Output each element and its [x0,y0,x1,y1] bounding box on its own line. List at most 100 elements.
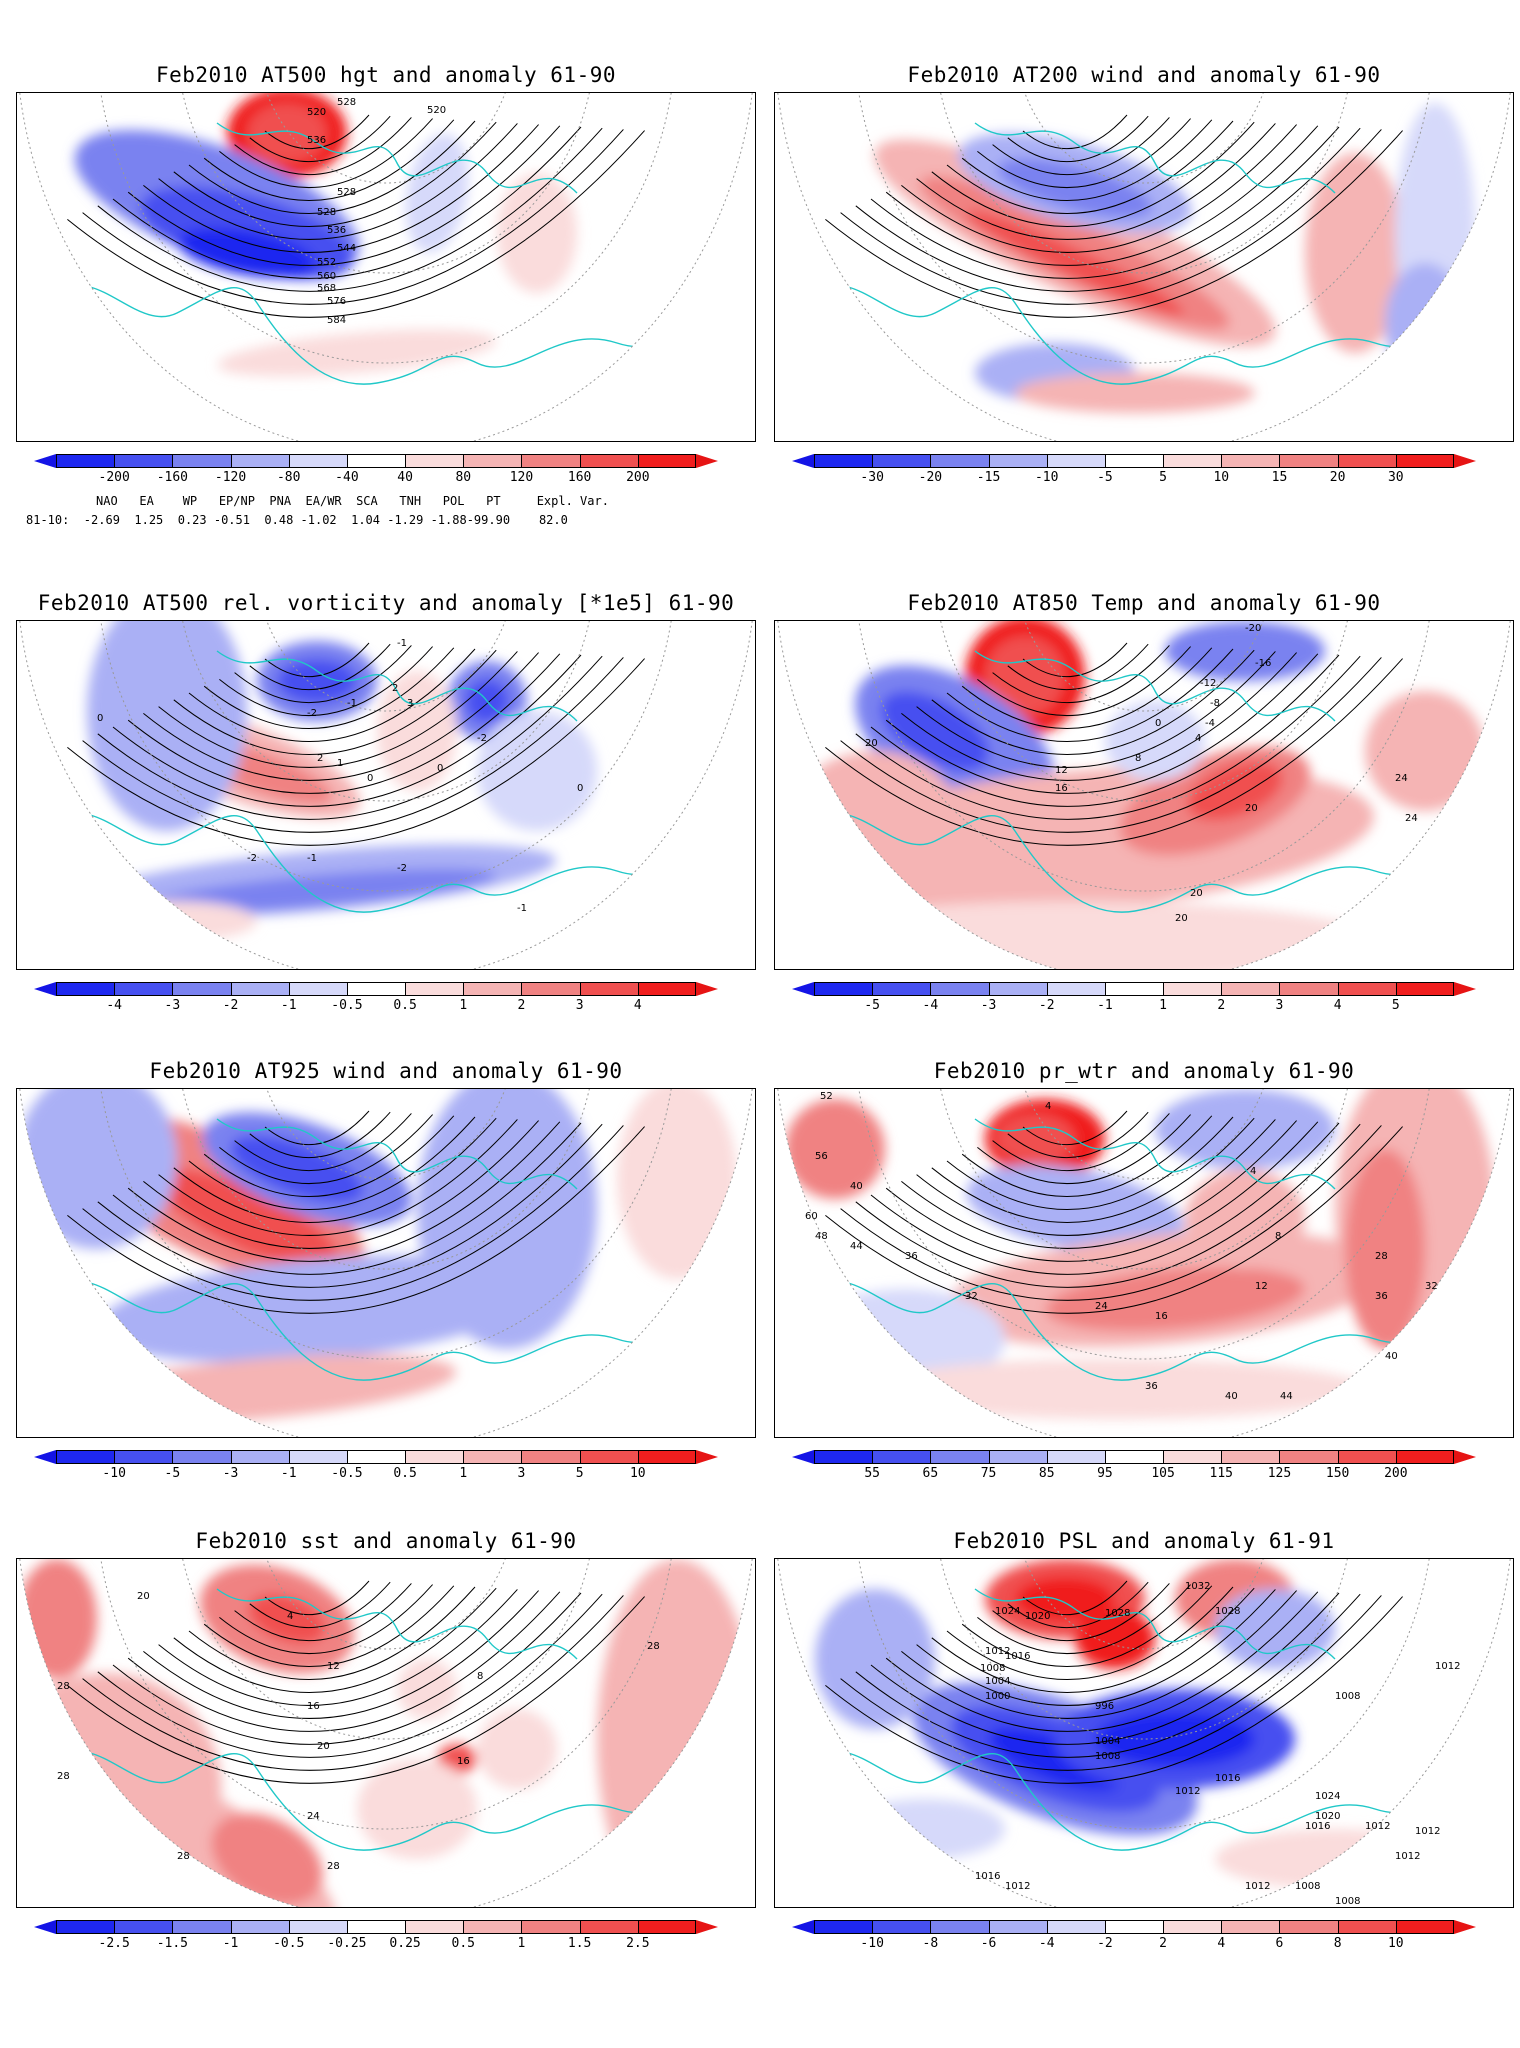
contour-label: 24 [307,1811,320,1822]
colorbar-segment [1279,982,1338,996]
anomaly-shading [1015,373,1255,413]
contour-line [1022,114,1128,150]
contour-line [219,1114,433,1185]
colorbar-segment [463,454,522,468]
colorbar-segment [230,1920,289,1934]
contour-line [112,1122,582,1275]
contour-label: 24 [1395,773,1408,784]
colorbar-tick-label: -120 [214,470,247,485]
map-canvas [777,93,1511,441]
colorbar-segment [579,982,638,996]
anomaly-shading [405,133,469,253]
coastline [814,1118,1496,1381]
coastline [814,650,1496,913]
colorbar-tick-label: 4 [633,998,642,1013]
colorbar-segment [1163,1450,1222,1464]
contour-line [203,119,455,201]
contour-line [67,1126,645,1314]
contour-label: 4 [1250,1166,1256,1177]
contour-line [931,1587,1255,1693]
colorbar-tick-label: 5 [1159,470,1167,485]
contour-label: 1016 [1005,1651,1030,1662]
colorbar-max-arrow [696,454,718,468]
contour-label: 3 [407,698,413,709]
colorbar-segment [405,1920,464,1934]
map-plot: 1024 1020 1028 1032 1028 1016 1012 1008 1004 1000… [774,1558,1514,1908]
colorbar-segment [1046,1450,1105,1464]
colorbar-segment [872,982,931,996]
colorbar-segment [114,1450,173,1464]
colorbar-tick-label: 4 [1333,998,1342,1013]
contour-label: 36 [1375,1291,1388,1302]
panel-title: Feb2010 sst and anomaly 61-90 [195,1529,577,1553]
colorbar-segment [1104,1920,1164,1934]
colorbar-tick-label: -5 [1097,470,1113,485]
colorbar-segment [988,982,1047,996]
panel-title: Feb2010 AT200 wind and anomaly 61-90 [907,63,1381,87]
contour-label: 1020 [1315,1811,1340,1822]
contour-label: 528 [337,97,356,108]
colorbar-segment [1395,1920,1454,1934]
contour-line [916,651,1276,768]
colorbar-tick-label: 125 [1267,1466,1292,1481]
contour-label: 1008 [1335,1691,1360,1702]
contour-line [188,648,476,742]
colorbar-tick-label: 2.5 [626,1936,650,1951]
colorbar-segment [988,1450,1047,1464]
contour-label: 528 [317,207,336,218]
contour-label: 4 [1195,733,1201,744]
colorbar-segment [1163,454,1222,468]
colorbar-frame [814,1920,1454,1934]
contour-line [916,123,1276,240]
colorbar-tick-label: 10 [629,1466,646,1481]
contour-line [203,647,455,729]
contour-line [825,130,1403,318]
anomaly-shading [357,1759,477,1859]
contour-line [825,658,1403,846]
colorbar-max-arrow [1454,454,1476,468]
contour-line [825,1126,1403,1314]
colorbar-segment [288,1920,347,1934]
contour-label: 552 [317,257,336,268]
colorbar-tick-label: -0.25 [327,1936,367,1951]
anomaly-shading [785,1099,885,1199]
contour-line [234,1113,412,1172]
colorbar-tick-label: -2.5 [98,1936,130,1951]
colorbar-segment [988,454,1047,468]
colorbar-tick-label: 10 [1387,1936,1404,1951]
colorbar-tick-label: 0.5 [393,998,417,1013]
contour-label: 1024 [1315,1791,1340,1802]
contour-line [143,1120,539,1249]
colorbar-segment [1337,982,1396,996]
colorbar-tick-label: -0.5 [331,1466,363,1481]
contour-label: 28 [177,1851,190,1862]
contour-line [188,1116,476,1210]
anomaly-shading [795,751,955,871]
contour-label: -2 [397,863,407,874]
colorbar-max-arrow [696,982,718,996]
colorbar-segment [1104,1450,1164,1464]
contour-line [188,1586,476,1680]
colorbar-tick-label: -1 [280,998,297,1013]
contour-label: 0 [437,763,443,774]
anomaly-shading [966,210,1184,316]
contour-label: 2 [317,753,323,764]
contour-label: 4 [1045,1101,1051,1112]
contour-label: 1008 [1095,1751,1120,1762]
latitude-circle [255,93,517,184]
contour-line [173,1117,497,1223]
contour-label: 536 [327,225,346,236]
colorbar: -4 -3 -2 -1 -0.5 0.5 1 2 3 4 [34,982,718,1013]
colorbar-segment [1221,1450,1280,1464]
contour-label: 32 [1425,1281,1438,1292]
colorbar-tick-label: -6 [980,1936,997,1951]
anomaly-shading [995,1114,1075,1164]
contour-line [1022,1580,1128,1616]
contour-line [67,130,645,318]
colorbar-tick-label: 85 [1038,1466,1055,1481]
contour-line [840,1595,1382,1771]
colorbar-segment [1221,982,1280,996]
colorbar-tick-label: 95 [1097,1466,1113,1481]
colorbar-tick-label: 200 [1384,1466,1408,1481]
anomaly-shading [477,1709,557,1789]
